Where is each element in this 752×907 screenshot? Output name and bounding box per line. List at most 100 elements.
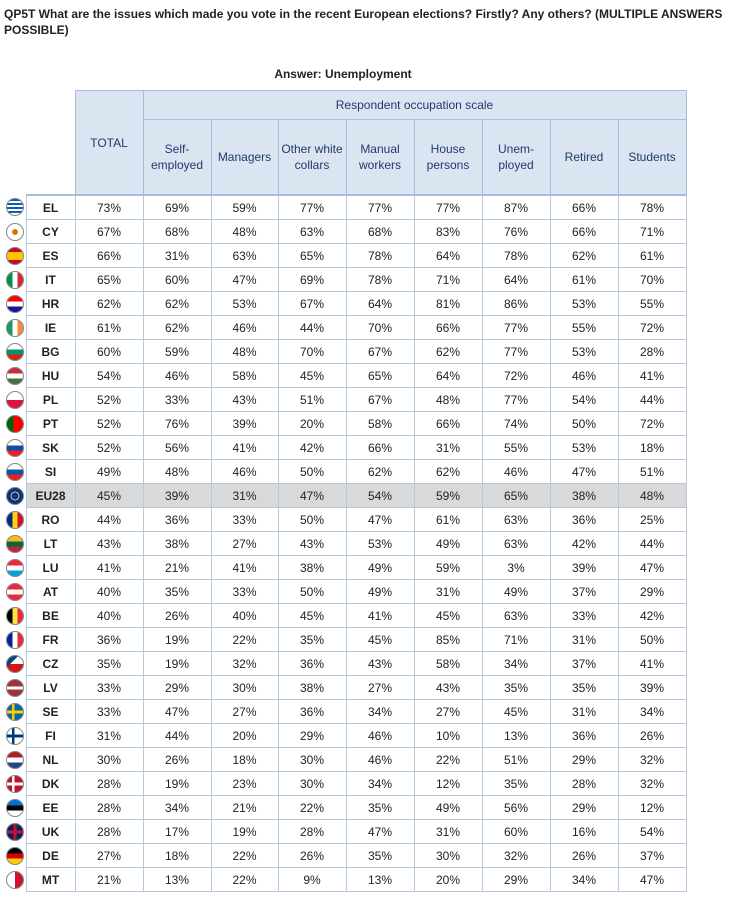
poland-flag-icon: [5, 390, 24, 409]
answer-label: Answer: Unemployment: [274, 67, 412, 81]
occupation-value: 60%: [142, 267, 212, 292]
occupation-value: 27%: [210, 531, 279, 556]
occupation-value: 36%: [549, 723, 619, 748]
occupation-value: 32%: [617, 747, 687, 772]
occupation-value: 77%: [277, 194, 347, 220]
occupation-value: 19%: [142, 651, 212, 676]
occupation-value: 64%: [413, 363, 483, 388]
flag-cell: [4, 484, 26, 508]
occupation-value: 36%: [142, 507, 212, 532]
occupation-value: 26%: [142, 603, 212, 628]
occupation-value: 77%: [413, 194, 483, 220]
occupation-value: 59%: [413, 555, 483, 580]
occupation-value: 35%: [549, 675, 619, 700]
occupation-value: 28%: [549, 771, 619, 796]
country-code: CY: [25, 219, 76, 244]
occupation-value: 54%: [549, 387, 619, 412]
table-row: IT 65% 60% 47% 69% 78% 71% 64% 61% 70%: [4, 267, 687, 292]
flag-cell: [4, 220, 26, 244]
france-flag-icon: [5, 630, 24, 649]
occupation-value: 44%: [277, 315, 347, 340]
occupation-value: 63%: [481, 531, 551, 556]
occupation-value: 61%: [617, 243, 687, 268]
occupation-value: 20%: [277, 411, 347, 436]
flag-cell: [4, 676, 26, 700]
occupation-value: 10%: [413, 723, 483, 748]
greece-flag-icon: [5, 198, 24, 217]
total-value: 67%: [74, 219, 144, 244]
occupation-value: 86%: [481, 291, 551, 316]
occupation-value: 35%: [481, 675, 551, 700]
czechia-flag-icon: [5, 654, 24, 673]
occupation-value: 28%: [617, 339, 687, 364]
occupation-value: 33%: [210, 507, 279, 532]
occupation-value: 26%: [277, 843, 347, 868]
occupation-value: 70%: [277, 339, 347, 364]
occupation-value: 17%: [142, 819, 212, 844]
occupation-value: 46%: [549, 363, 619, 388]
flag-cell: [4, 580, 26, 604]
occupation-value: 44%: [617, 387, 687, 412]
total-value: 49%: [74, 459, 144, 484]
total-value: 66%: [74, 243, 144, 268]
occupation-value: 34%: [345, 771, 415, 796]
occupation-value: 48%: [142, 459, 212, 484]
italy-flag-icon: [5, 270, 24, 289]
column-header: Retired: [549, 119, 619, 196]
occupation-value: 51%: [277, 387, 347, 412]
occupation-value: 62%: [345, 459, 415, 484]
country-code: UK: [25, 819, 76, 844]
occupation-value: 29%: [142, 675, 212, 700]
occupation-value: 39%: [142, 483, 212, 508]
corner-blank: [4, 91, 75, 196]
flag-cell: [4, 628, 26, 652]
occupation-value: 55%: [481, 435, 551, 460]
occupation-value: 66%: [413, 315, 483, 340]
total-value: 52%: [74, 411, 144, 436]
occupation-value: 39%: [617, 675, 687, 700]
occupation-value: 33%: [549, 603, 619, 628]
occupation-value: 71%: [413, 267, 483, 292]
occupation-value: 22%: [413, 747, 483, 772]
total-value: 52%: [74, 435, 144, 460]
occupation-value: 76%: [481, 219, 551, 244]
country-code: SE: [25, 699, 76, 724]
total-value: 27%: [74, 843, 144, 868]
occupation-value: 62%: [142, 315, 212, 340]
occupation-value: 34%: [481, 651, 551, 676]
occupation-value: 31%: [413, 579, 483, 604]
occupation-value: 12%: [617, 795, 687, 820]
romania-flag-icon: [5, 510, 24, 529]
occupation-value: 59%: [142, 339, 212, 364]
occupation-value: 31%: [413, 435, 483, 460]
occupation-value: 30%: [413, 843, 483, 868]
occupation-value: 27%: [210, 699, 279, 724]
occupation-value: 31%: [210, 483, 279, 508]
occupation-value: 48%: [210, 339, 279, 364]
occupation-value: 45%: [277, 603, 347, 628]
flag-cell: [4, 460, 26, 484]
table-row: PL 52% 33% 43% 51% 67% 48% 77% 54% 44%: [4, 387, 687, 412]
country-code: DK: [25, 771, 76, 796]
total-value: 44%: [74, 507, 144, 532]
occupation-value: 21%: [210, 795, 279, 820]
occupation-value: 69%: [142, 194, 212, 220]
occupation-value: 77%: [345, 194, 415, 220]
occupation-value: 20%: [210, 723, 279, 748]
table-row: RO 44% 36% 33% 50% 47% 61% 63% 36% 25%: [4, 507, 687, 532]
flag-cell: [4, 412, 26, 436]
total-value: 28%: [74, 795, 144, 820]
occupation-value: 31%: [549, 699, 619, 724]
occupation-value: 53%: [549, 339, 619, 364]
croatia-flag-icon: [5, 294, 24, 313]
occupation-value: 36%: [277, 651, 347, 676]
occupation-value: 29%: [549, 795, 619, 820]
occupation-value: 9%: [277, 867, 347, 892]
occupation-value: 85%: [413, 627, 483, 652]
table-row: SI 49% 48% 46% 50% 62% 62% 46% 47% 51%: [4, 459, 687, 484]
occupation-value: 53%: [549, 291, 619, 316]
occupation-value: 64%: [481, 267, 551, 292]
occupation-value: 19%: [142, 627, 212, 652]
occupation-value: 42%: [617, 603, 687, 628]
occupation-value: 35%: [345, 843, 415, 868]
